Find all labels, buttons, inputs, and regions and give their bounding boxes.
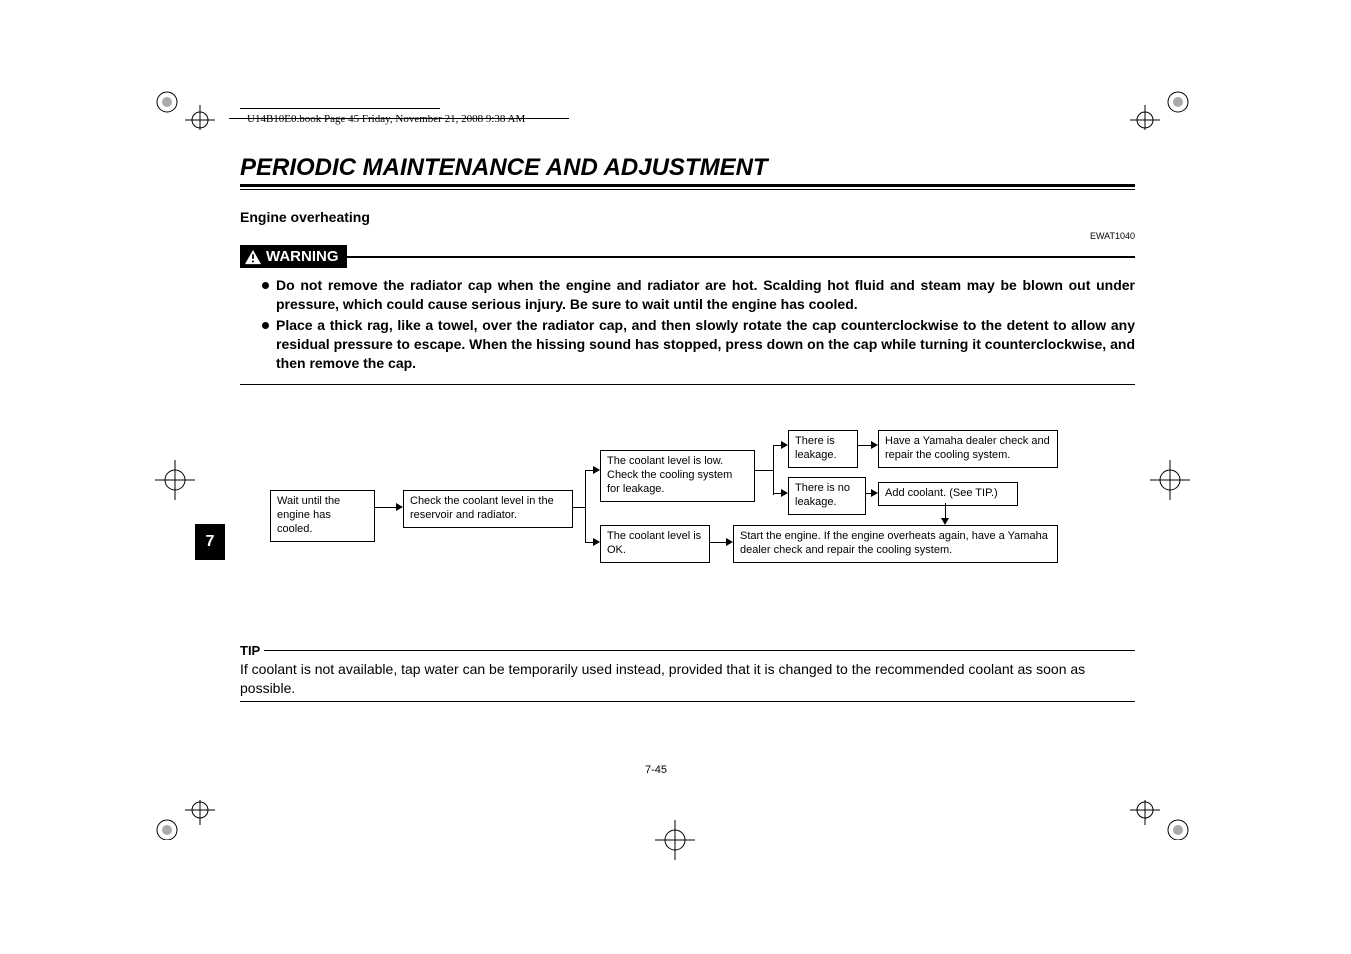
warning-list: Do not remove the radiator cap when the …	[240, 268, 1135, 384]
warning-item: Place a thick rag, like a towel, over th…	[262, 316, 1135, 373]
page-content: PERIODIC MAINTENANCE AND ADJUSTMENT Engi…	[240, 100, 1135, 702]
flow-box: Add coolant. (See TIP.)	[878, 482, 1018, 506]
flow-arrow-icon	[726, 538, 733, 546]
flow-box: Check the coolant level in the reservoir…	[403, 490, 573, 528]
warning-badge: WARNING	[240, 245, 347, 268]
flow-arrow-icon	[871, 441, 878, 449]
tip-block: TIP If coolant is not available, tap wat…	[240, 643, 1135, 701]
flow-arrow-icon	[396, 503, 403, 511]
registration-mark-icon	[655, 820, 695, 860]
section-title: PERIODIC MAINTENANCE AND ADJUSTMENT	[240, 154, 1135, 182]
flow-box: Have a Yamaha dealer check and repair th…	[878, 430, 1058, 468]
flow-box: There is no leakage.	[788, 477, 866, 515]
warning-rule	[347, 256, 1136, 258]
tip-rule	[264, 650, 1135, 651]
flow-arrow-icon	[941, 518, 949, 525]
flow-line	[375, 507, 396, 508]
subheading: Engine overheating	[240, 209, 1135, 225]
chapter-tab: 7	[195, 524, 225, 560]
warning-item: Do not remove the radiator cap when the …	[262, 276, 1135, 314]
warning-end-rule	[240, 384, 1135, 385]
flow-arrow-icon	[593, 466, 600, 474]
tip-label: TIP	[240, 643, 260, 658]
registration-mark-icon	[155, 460, 195, 500]
page-number: 7-45	[645, 764, 667, 776]
warning-triangle-icon	[244, 249, 262, 265]
flow-line	[755, 470, 773, 471]
tip-text: If coolant is not available, tap water c…	[240, 660, 1135, 696]
flow-arrow-icon	[781, 441, 788, 449]
flow-arrow-icon	[781, 489, 788, 497]
tip-rule	[240, 701, 1135, 702]
flow-box: The coolant level is OK.	[600, 525, 710, 563]
registration-mark-icon	[155, 800, 215, 840]
flow-arrow-icon	[871, 489, 878, 497]
registration-mark-icon	[1150, 460, 1190, 500]
reference-code: EWAT1040	[240, 231, 1135, 241]
flow-line	[773, 445, 774, 495]
flow-line	[573, 507, 585, 508]
warning-label: WARNING	[266, 248, 339, 265]
flow-line	[585, 470, 586, 542]
flow-box: There is leakage.	[788, 430, 858, 468]
flow-box: Wait until the engine has cooled.	[270, 490, 375, 541]
title-underline	[240, 184, 1135, 187]
registration-mark-icon	[1130, 800, 1190, 840]
flow-arrow-icon	[593, 538, 600, 546]
flow-box: The coolant level is low. Check the cool…	[600, 450, 755, 501]
flow-box: Start the engine. If the engine overheat…	[733, 525, 1058, 563]
registration-mark-icon	[155, 90, 215, 130]
flowchart: Wait until the engine has cooled. Check …	[240, 425, 1135, 585]
warning-header: WARNING	[240, 245, 1135, 268]
registration-mark-icon	[1130, 90, 1190, 130]
